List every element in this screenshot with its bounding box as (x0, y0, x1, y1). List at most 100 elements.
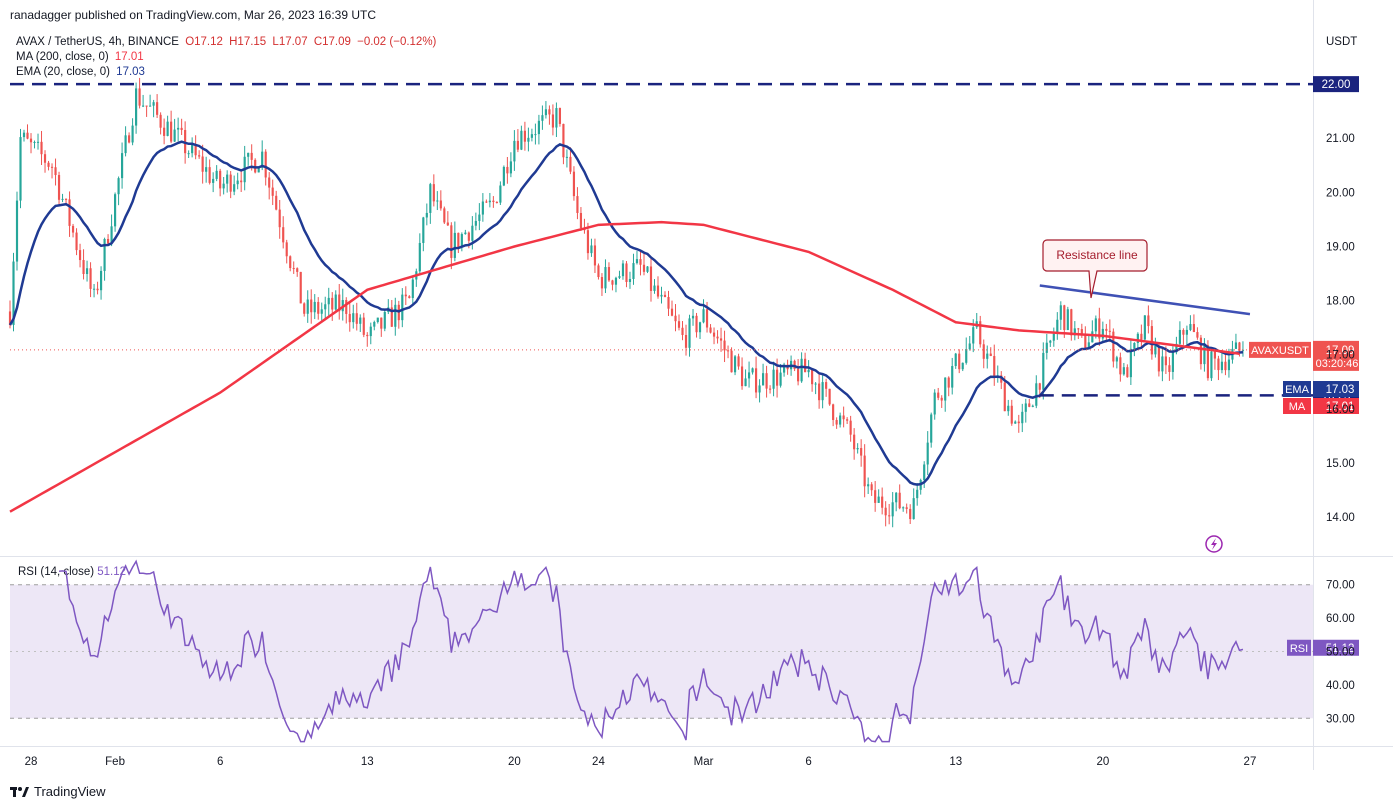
candle (110, 214, 113, 247)
candle-body (57, 175, 61, 200)
candle (905, 503, 908, 514)
candle-body (776, 369, 779, 386)
candle (625, 261, 628, 288)
candle-body (698, 322, 702, 333)
candle-body (600, 277, 604, 289)
candle (534, 123, 537, 145)
candle-body (1052, 333, 1055, 341)
candle (443, 206, 446, 224)
candle (40, 130, 43, 166)
candle (85, 260, 89, 282)
candle (902, 506, 905, 512)
candle (92, 283, 96, 298)
candle-body (888, 515, 891, 517)
candle-body (705, 309, 709, 328)
candle-body (138, 88, 141, 106)
candle-body (572, 171, 576, 197)
candle (355, 302, 358, 331)
candle (835, 417, 838, 429)
candle (390, 299, 393, 327)
candle (677, 314, 681, 331)
candle-body (905, 507, 908, 509)
rsi-tag-label-box (1287, 639, 1311, 656)
candle (324, 296, 327, 319)
candle (513, 130, 516, 171)
candle-body (677, 321, 681, 328)
candle (348, 303, 351, 332)
candle (460, 232, 463, 252)
ma-label[interactable]: MA (200, close, 0) (16, 51, 109, 63)
candle-body (853, 434, 856, 450)
symbol-tag-box (1249, 341, 1311, 358)
candle-body (376, 317, 379, 322)
rsi-label[interactable]: RSI (14, close) (18, 566, 95, 578)
candle-body (1189, 324, 1192, 330)
candle-body (19, 137, 22, 201)
ema-row: EMA (20, close, 0) 17.03 (16, 65, 439, 80)
callout-box (1042, 239, 1148, 299)
candle-body (635, 259, 639, 264)
candle-body (513, 140, 516, 162)
candle (131, 118, 134, 146)
candle (50, 163, 54, 179)
candle-body (64, 198, 68, 200)
ma-value: 17.01 (114, 51, 144, 63)
candle (366, 332, 369, 347)
candle-body (467, 232, 470, 241)
candle-body (856, 448, 859, 450)
candle (71, 223, 75, 238)
candle (1143, 315, 1146, 342)
candle (215, 165, 218, 182)
candle-body (1161, 356, 1164, 372)
candle (313, 294, 316, 320)
candle (982, 339, 985, 369)
price-tick-label: 16.00 (1326, 404, 1355, 416)
candle-body (832, 404, 835, 420)
candle (415, 268, 418, 287)
candle (1045, 333, 1048, 360)
candle-body (839, 415, 842, 425)
candle-body (611, 280, 614, 285)
candle-body (338, 294, 341, 312)
candle-body (597, 265, 600, 278)
candle-body (331, 297, 334, 310)
candle (730, 347, 733, 373)
candle (1154, 337, 1157, 358)
candle-body (78, 250, 82, 261)
candle-body (156, 102, 159, 115)
candle (754, 356, 758, 399)
candle-body (481, 201, 484, 215)
symbol-label[interactable]: AVAX / TetherUS, 4h, BINANCE (16, 36, 179, 48)
footer-brand[interactable]: TradingView (34, 784, 106, 799)
candle-body (986, 353, 989, 359)
candle (656, 276, 660, 299)
candle (726, 345, 730, 359)
candle (64, 198, 68, 204)
candle-body (380, 317, 383, 329)
candle (930, 412, 933, 448)
candle (488, 192, 491, 208)
candle (1105, 323, 1108, 343)
candle-body (1105, 328, 1108, 331)
candle-body (541, 115, 544, 121)
candle-body (772, 369, 775, 389)
candle-body (891, 502, 894, 517)
candle (22, 129, 26, 142)
candle-body (625, 263, 628, 282)
rsi-tick-label: 60.00 (1326, 613, 1355, 625)
candle (159, 112, 162, 135)
candle (590, 238, 593, 257)
candle (145, 105, 148, 117)
candle-body (303, 303, 306, 314)
candle (1129, 340, 1132, 385)
ema-label[interactable]: EMA (20, close, 0) (16, 66, 110, 78)
candle (303, 302, 306, 317)
candle-body (236, 180, 239, 185)
candle (411, 276, 414, 305)
candle-body (275, 195, 278, 210)
candle (117, 176, 120, 206)
candle (1084, 326, 1087, 350)
candle-body (366, 334, 369, 337)
candle (1101, 321, 1104, 343)
